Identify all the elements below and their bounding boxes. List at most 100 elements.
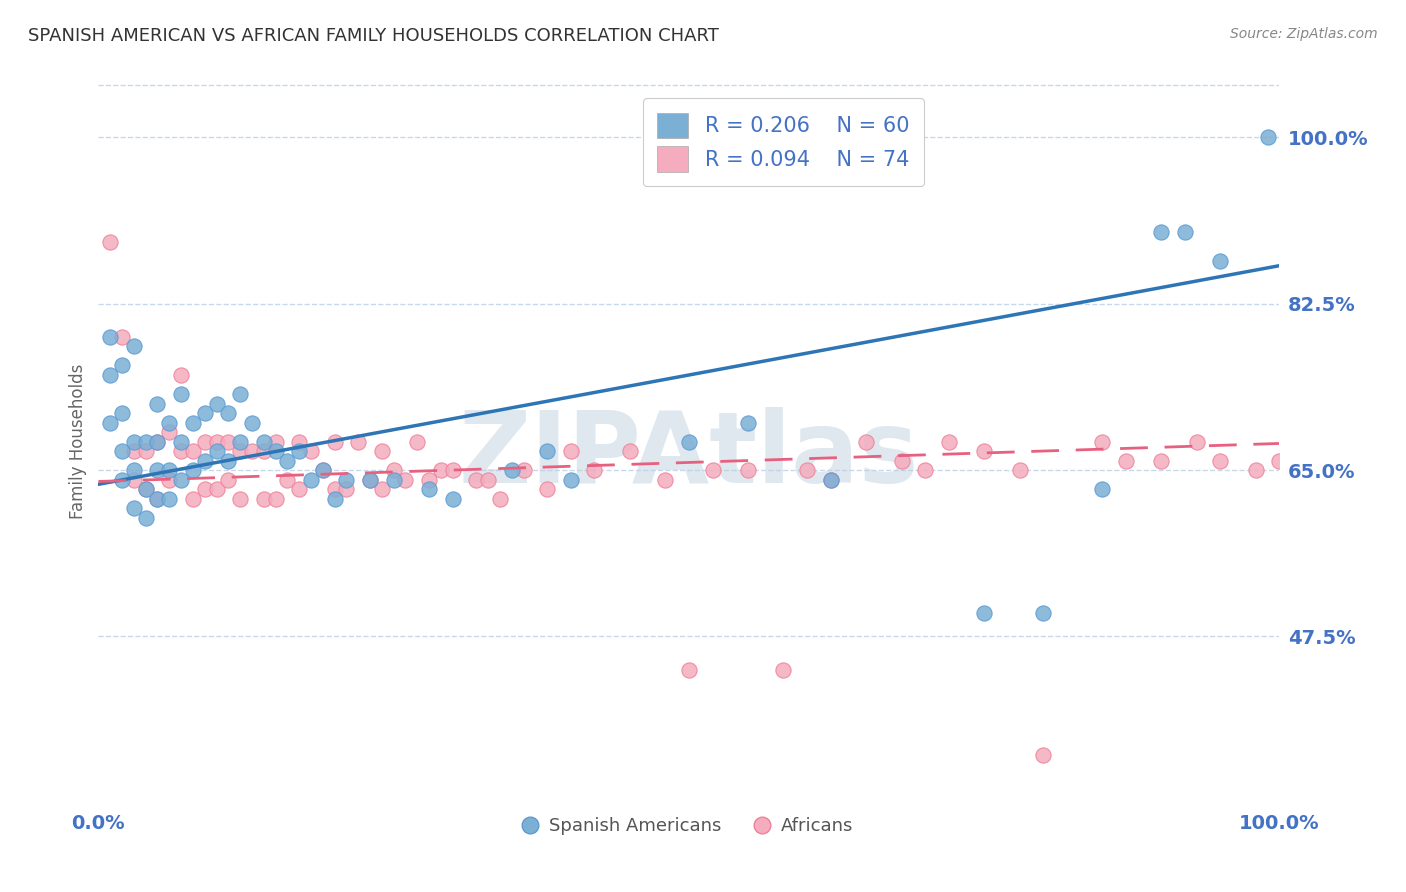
Point [288,444,311,458]
Point [111,406,134,420]
Point [890,453,912,467]
Point [418,473,440,487]
Point [973,444,995,458]
Point [1032,748,1054,763]
Point [194,434,217,449]
Point [264,491,287,506]
Y-axis label: Family Households: Family Households [69,364,87,519]
Point [122,444,145,458]
Point [1150,453,1173,467]
Point [217,434,239,449]
Point [98,235,121,249]
Point [98,368,121,382]
Point [229,434,252,449]
Point [111,359,134,373]
Point [135,444,157,458]
Point [406,434,429,449]
Point [323,482,346,496]
Point [170,444,193,458]
Point [194,482,217,496]
Point [441,491,464,506]
Point [217,473,239,487]
Point [194,406,217,420]
Point [430,463,453,477]
Point [1209,253,1232,268]
Point [1032,606,1054,620]
Point [737,416,759,430]
Point [276,453,298,467]
Point [122,434,145,449]
Point [702,463,724,477]
Point [157,425,180,439]
Text: ZIPAtlas: ZIPAtlas [458,408,920,505]
Point [323,434,346,449]
Point [157,463,180,477]
Point [335,482,357,496]
Point [1244,463,1267,477]
Point [312,463,335,477]
Point [1115,453,1137,467]
Point [181,416,204,430]
Point [855,434,877,449]
Point [1174,226,1197,240]
Point [654,473,676,487]
Point [1185,434,1208,449]
Point [560,473,582,487]
Point [170,387,193,401]
Point [359,473,381,487]
Point [737,463,759,477]
Point [536,482,558,496]
Point [820,473,842,487]
Point [135,482,157,496]
Point [122,339,145,353]
Point [146,463,169,477]
Point [205,482,228,496]
Point [288,434,311,449]
Point [111,444,134,458]
Point [619,444,641,458]
Point [170,473,193,487]
Point [217,453,239,467]
Point [335,473,357,487]
Point [678,663,700,677]
Point [1209,453,1232,467]
Point [299,444,322,458]
Point [1268,453,1291,467]
Point [111,330,134,344]
Point [146,491,169,506]
Point [323,491,346,506]
Legend: Spanish Americans, Africans: Spanish Americans, Africans [516,808,862,845]
Point [135,510,157,524]
Point [135,434,157,449]
Point [477,473,499,487]
Point [1257,130,1279,145]
Point [240,444,263,458]
Point [501,463,523,477]
Point [205,444,228,458]
Point [264,434,287,449]
Point [1091,434,1114,449]
Point [229,444,252,458]
Point [194,453,217,467]
Text: Source: ZipAtlas.com: Source: ZipAtlas.com [1230,27,1378,41]
Point [1008,463,1031,477]
Point [371,444,394,458]
Point [205,396,228,410]
Point [157,491,180,506]
Point [98,416,121,430]
Point [288,482,311,496]
Point [253,491,276,506]
Point [157,473,180,487]
Point [382,463,405,477]
Point [181,491,204,506]
Point [772,663,794,677]
Point [170,368,193,382]
Point [536,444,558,458]
Point [394,473,416,487]
Point [181,444,204,458]
Point [1150,226,1173,240]
Point [146,434,169,449]
Point [382,473,405,487]
Point [312,463,335,477]
Point [264,444,287,458]
